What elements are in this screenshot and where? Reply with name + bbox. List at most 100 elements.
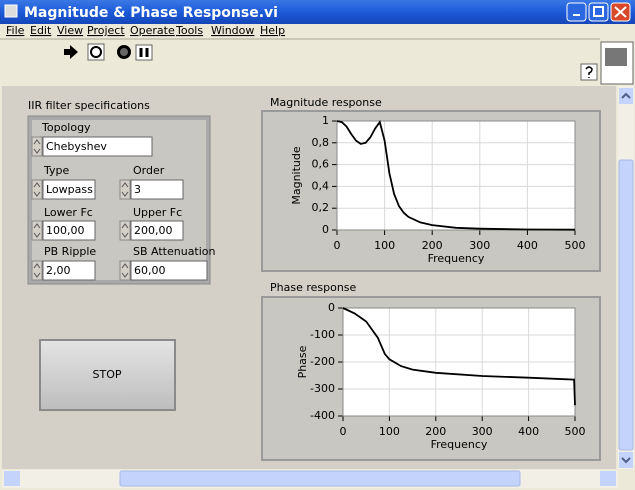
menu-item[interactable]: View bbox=[57, 24, 83, 37]
field-label: Upper Fc bbox=[133, 206, 182, 219]
plot-border bbox=[342, 307, 576, 417]
field-box[interactable] bbox=[130, 260, 208, 281]
field-box[interactable] bbox=[130, 220, 184, 241]
spin-arrows bbox=[121, 223, 129, 238]
field-label: Order bbox=[133, 164, 165, 177]
stop-button[interactable] bbox=[39, 339, 176, 411]
y-axis-label: Phase bbox=[296, 345, 309, 378]
field-label: PB Ripple bbox=[44, 245, 96, 258]
minimize-icon bbox=[573, 14, 580, 16]
y-tick-label: 0,2 bbox=[312, 201, 330, 214]
spin-arrows bbox=[121, 263, 129, 278]
spin-control[interactable] bbox=[119, 220, 131, 241]
scroll-down[interactable] bbox=[619, 452, 633, 468]
y-tick-label: -300 bbox=[310, 382, 335, 395]
run-button[interactable] bbox=[64, 45, 78, 59]
spin-arrows bbox=[33, 223, 41, 238]
minimize-button[interactable] bbox=[566, 2, 587, 22]
x-tick-label: 500 bbox=[565, 425, 586, 438]
scroll-left[interactable] bbox=[4, 471, 20, 486]
scroll-up[interactable] bbox=[619, 88, 633, 104]
y-tick-label: 1 bbox=[322, 114, 329, 127]
stop-label: STOP bbox=[93, 368, 122, 381]
field-box[interactable] bbox=[42, 260, 96, 281]
menu-item[interactable]: Operate bbox=[130, 24, 175, 37]
pause-button[interactable] bbox=[135, 44, 153, 61]
spin-control[interactable] bbox=[31, 136, 43, 157]
field-label: Lower Fc bbox=[44, 206, 93, 219]
spin-control[interactable] bbox=[119, 260, 131, 281]
y-tick-label: -400 bbox=[310, 409, 335, 422]
x-tick-label: 0 bbox=[340, 425, 347, 438]
spec-fields: Topology Chebyshev Type Lowpass Order 3 Lower … bbox=[31, 121, 216, 281]
x-axis-label: Frequency bbox=[428, 252, 485, 265]
spin-control[interactable] bbox=[119, 179, 131, 200]
menu-item[interactable]: Help bbox=[260, 24, 285, 37]
field-value: 3 bbox=[134, 183, 141, 196]
x-tick-label: 0 bbox=[334, 239, 341, 252]
x-tick-label: 200 bbox=[425, 425, 446, 438]
spin-control[interactable] bbox=[31, 220, 43, 241]
y-tick-label: -200 bbox=[310, 355, 335, 368]
x-axis-label: Frequency bbox=[431, 438, 488, 451]
spin-arrows bbox=[121, 182, 129, 197]
scroll-thumb[interactable] bbox=[618, 159, 634, 451]
menu-item[interactable]: Edit bbox=[30, 24, 52, 37]
scroll-right[interactable] bbox=[600, 471, 616, 486]
y-tick-label: -100 bbox=[310, 328, 335, 341]
help-button[interactable] bbox=[580, 63, 598, 81]
x-tick-label: 100 bbox=[379, 425, 400, 438]
menu-item[interactable]: Project bbox=[87, 24, 125, 37]
app-icon bbox=[4, 4, 18, 18]
window-title: Magnitude & Phase Response.vi bbox=[24, 5, 278, 21]
maximize-button[interactable] bbox=[588, 2, 609, 22]
run-continuous-icon bbox=[90, 46, 102, 58]
menu-item[interactable]: File bbox=[6, 24, 25, 37]
x-tick-label: 300 bbox=[469, 239, 490, 252]
maximize-icon bbox=[593, 6, 604, 17]
specs-title: IIR filter specifications bbox=[28, 99, 150, 112]
x-tick-label: 300 bbox=[472, 425, 493, 438]
spin-arrows bbox=[33, 263, 41, 278]
scroll-up-icon bbox=[621, 92, 631, 99]
response-line bbox=[342, 307, 576, 406]
field-box[interactable] bbox=[130, 179, 184, 200]
y-axis-label: Magnitude bbox=[290, 146, 303, 205]
y-tick-label: 0,8 bbox=[312, 136, 330, 149]
help-icon bbox=[585, 66, 593, 78]
spin-arrows bbox=[33, 139, 41, 154]
field-value: 100,00 bbox=[46, 224, 85, 237]
menu-item[interactable]: Tools bbox=[175, 24, 203, 37]
field-value: Lowpass bbox=[46, 183, 93, 196]
title-bar bbox=[0, 0, 635, 24]
field-value: Chebyshev bbox=[46, 140, 107, 153]
spin-control[interactable] bbox=[31, 179, 43, 200]
field-label: SB Attenuation bbox=[133, 245, 216, 258]
y-tick-label: 0 bbox=[322, 223, 329, 236]
field-box[interactable] bbox=[42, 179, 96, 200]
response-line bbox=[336, 120, 576, 231]
field-value: 200,00 bbox=[134, 224, 173, 237]
menu-item[interactable]: Window bbox=[211, 24, 254, 37]
field-label: Type bbox=[43, 164, 69, 177]
graph-title: Phase response bbox=[270, 281, 357, 294]
x-tick-label: 400 bbox=[518, 425, 539, 438]
x-tick-label: 200 bbox=[422, 239, 443, 252]
graphs: Magnitude response 0 0,2 0,4 0,6 0,8 1 0 100 200 3… bbox=[261, 96, 601, 461]
spin-arrows bbox=[33, 182, 41, 197]
x-tick-label: 100 bbox=[374, 239, 395, 252]
y-tick-label: 0,4 bbox=[312, 179, 330, 192]
plot-area bbox=[337, 121, 575, 230]
close-icon bbox=[614, 6, 627, 18]
field-box[interactable] bbox=[42, 220, 96, 241]
spin-control[interactable] bbox=[31, 260, 43, 281]
menu-bar: File Edit View Project Operate Tools Window Hel… bbox=[6, 24, 285, 37]
toolbar bbox=[64, 41, 634, 85]
abort-icon bbox=[120, 48, 128, 56]
h-scroll-thumb[interactable] bbox=[119, 470, 521, 487]
x-tick-label: 400 bbox=[517, 239, 538, 252]
field-value: 2,00 bbox=[46, 264, 71, 277]
vi-icon-graphic bbox=[605, 48, 627, 66]
field-box[interactable] bbox=[42, 136, 153, 157]
